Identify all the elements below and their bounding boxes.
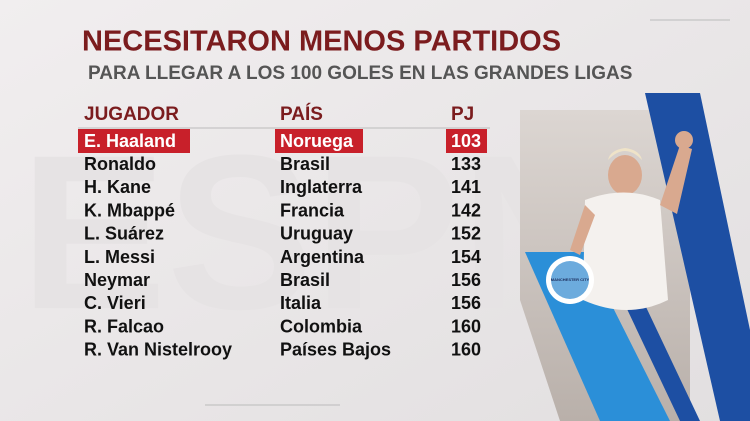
badge-text: MANCHESTER CITY — [551, 277, 590, 282]
cell: Brasil — [280, 270, 330, 290]
cell: C. Vieri — [84, 293, 146, 313]
cell: 156 — [451, 270, 481, 290]
column-header: PAÍS — [280, 103, 323, 125]
highlight-box — [78, 129, 190, 153]
subtitle: PARA LLEGAR A LOS 100 GOLES EN LAS GRAND… — [88, 63, 632, 84]
cell: Francia — [280, 200, 345, 220]
cell: L. Suárez — [84, 224, 164, 244]
cell: Noruega — [280, 131, 354, 151]
cell: 160 — [451, 340, 481, 360]
cell: Uruguay — [280, 224, 353, 244]
column-header: JUGADOR — [84, 104, 179, 125]
cell: 103 — [451, 131, 481, 151]
highlight-box — [275, 129, 363, 153]
cell: E. Haaland — [84, 131, 176, 151]
cell: 156 — [451, 293, 481, 313]
cell: 152 — [451, 224, 481, 244]
cell: Ronaldo — [84, 154, 156, 174]
cell: Colombia — [280, 316, 363, 336]
column-header: PJ — [451, 104, 474, 125]
cell: 133 — [451, 154, 481, 174]
cell: 142 — [451, 200, 481, 220]
cell: Italia — [280, 293, 322, 313]
cell: H. Kane — [84, 177, 151, 197]
cell: 154 — [451, 247, 481, 267]
cell: R. Falcao — [84, 316, 164, 336]
cell: Inglaterra — [280, 177, 363, 197]
cell: 141 — [451, 177, 481, 197]
player-figure — [570, 131, 693, 310]
table: JUGADOR PAÍS PJ E. Haaland Noruega 103 Ronaldo… — [78, 103, 490, 360]
highlight-box — [446, 129, 487, 153]
club-badge-inner — [551, 261, 589, 299]
cell: Neymar — [84, 270, 150, 290]
cell: Argentina — [280, 247, 365, 267]
cell: Países Bajos — [280, 340, 391, 360]
cell: K. Mbappé — [84, 200, 175, 220]
cell: R. Van Nistelrooy — [84, 340, 232, 360]
cell: Brasil — [280, 154, 330, 174]
cell: L. Messi — [84, 247, 155, 267]
title: NECESITARON MENOS PARTIDOS — [82, 26, 561, 58]
cell: 160 — [451, 316, 481, 336]
